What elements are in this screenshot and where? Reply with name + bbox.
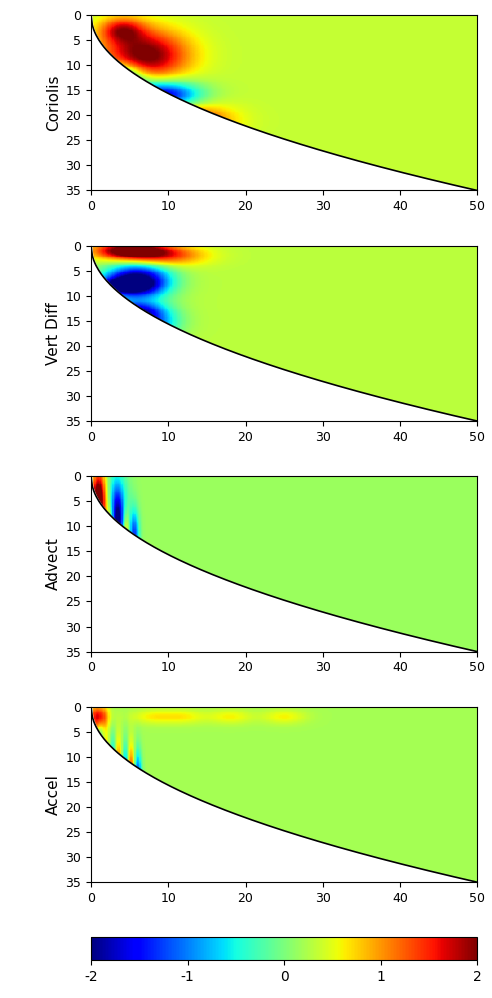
Y-axis label: Coriolis: Coriolis — [46, 75, 62, 131]
Y-axis label: Vert Diff: Vert Diff — [46, 302, 62, 364]
Y-axis label: Accel: Accel — [46, 774, 62, 815]
Y-axis label: Advect: Advect — [46, 538, 62, 590]
